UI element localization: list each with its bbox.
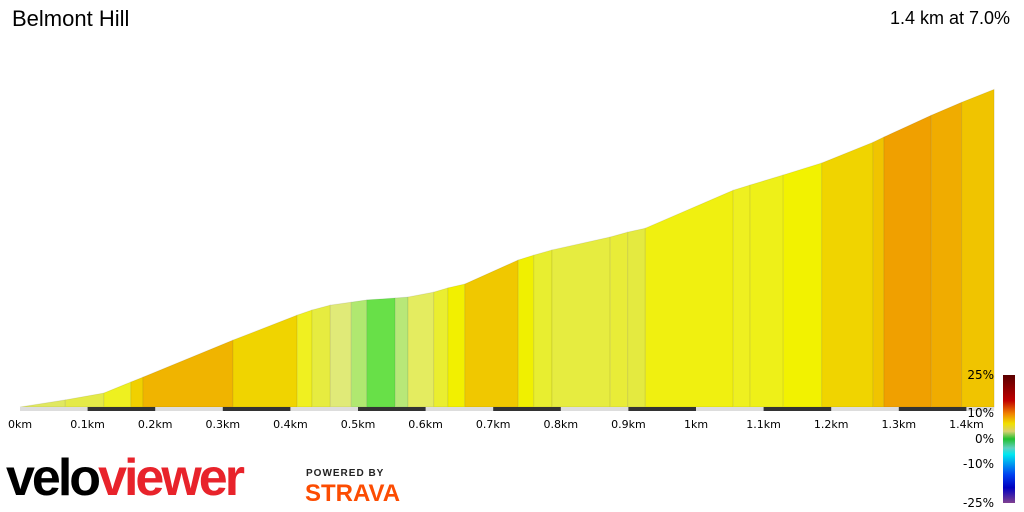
x-tick-label: 0.6km [408, 418, 443, 431]
profile-segment [433, 287, 449, 408]
x-tick-label: 0.7km [476, 418, 511, 431]
powered-by-label: POWERED BY [306, 468, 385, 479]
distance-bar-stripe [87, 407, 156, 411]
logo-viewer: viewer [98, 449, 245, 507]
legend-label: 25% [967, 368, 994, 382]
profile-segment [394, 296, 409, 408]
profile-segment [609, 231, 629, 408]
legend-label: -25% [962, 496, 994, 510]
x-tick-label: 1.1km [746, 418, 781, 431]
distance-bar-stripe [493, 407, 561, 411]
profile-segment [782, 162, 823, 408]
profile-segment [103, 381, 132, 408]
x-tick-label: 0km [8, 418, 32, 431]
x-tick-label: 1.4km [949, 418, 984, 431]
profile-segment [311, 304, 331, 408]
legend-label: 0% [974, 432, 994, 446]
x-tick-label: 0.9km [611, 418, 646, 431]
profile-segment [130, 376, 144, 408]
profile-segment [464, 259, 519, 408]
elevation-profile-chart: 0km 0.1km 0.2km 0.3km 0.4km 0.5km 0.6km 0.7km 0.… [8, 88, 995, 431]
x-tick-label: 0.4km [273, 418, 308, 431]
profile-segment [644, 189, 734, 408]
distance-bar-stripe [898, 407, 967, 411]
strava-logo: STRAVA [305, 480, 401, 507]
distance-bar-stripe [763, 407, 832, 411]
x-tick-label: 1.2km [814, 418, 849, 431]
distance-bar-stripe [628, 407, 696, 411]
profile-segment [627, 227, 646, 408]
profile-segment [350, 299, 368, 408]
profile-segment [366, 297, 396, 408]
legend-label: -10% [962, 457, 994, 471]
segment-title: Belmont Hill [12, 6, 130, 31]
distance-bar-stripe [358, 407, 426, 411]
veloviewer-logo: veloviewer [6, 449, 245, 507]
profile-segment [329, 301, 352, 408]
profile-segment [872, 136, 885, 408]
x-tick-label: 0.5km [341, 418, 376, 431]
profile-segment [883, 114, 932, 408]
profile-segment [64, 392, 105, 408]
profile-segment [749, 174, 784, 408]
distance-bar-stripe [222, 407, 291, 411]
logo-velo: velo [6, 449, 101, 507]
profile-segment [821, 141, 874, 408]
profile-segment [296, 309, 313, 408]
x-tick-label: 0.3km [206, 418, 241, 431]
profile-segment [447, 283, 466, 408]
profile-segment [232, 314, 298, 408]
x-tick-label: 1km [684, 418, 708, 431]
x-tick-label: 0.8km [544, 418, 579, 431]
profile-segment [142, 339, 234, 408]
x-tick-label: 0.2km [138, 418, 173, 431]
x-tick-label: 1.3km [882, 418, 917, 431]
profile-segment [551, 236, 611, 408]
legend-label: 10% [967, 406, 994, 420]
profile-segment [517, 254, 535, 408]
profile-segment [407, 291, 435, 408]
segment-summary: 1.4 km at 7.0% [889, 8, 1010, 28]
gradient-color-legend [1003, 375, 1015, 503]
profile-segment [19, 399, 66, 408]
x-tick-label: 0.1km [70, 418, 105, 431]
profile-segment [930, 101, 963, 408]
profile-segment [961, 88, 995, 408]
profile-segment [732, 184, 751, 408]
profile-segment [533, 249, 553, 408]
